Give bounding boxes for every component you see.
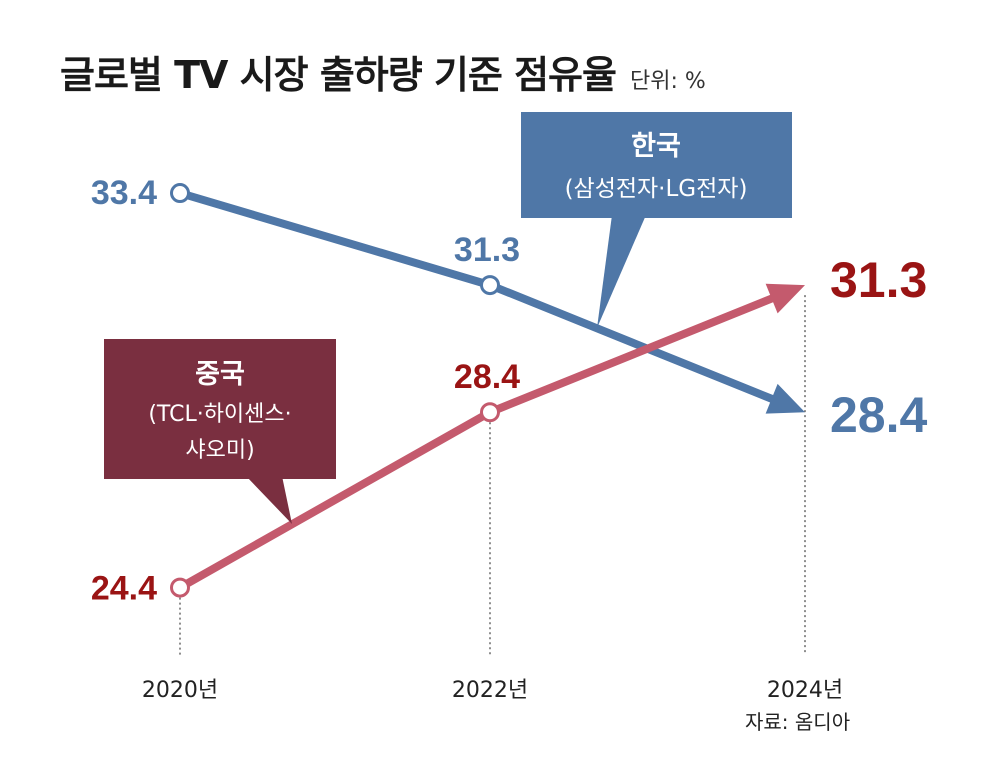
data-label-korea-2022: 31.3 xyxy=(454,231,520,269)
china-point-marker xyxy=(170,577,190,598)
korea-callout-pointer xyxy=(597,215,646,328)
china-legend-name: 중국 xyxy=(195,359,245,390)
source-note: 자료: 옴디아 xyxy=(745,710,851,734)
china-callout-pointer xyxy=(246,476,292,524)
data-label-china-2022: 28.4 xyxy=(454,358,520,396)
data-label-korea-2024: 28.4 xyxy=(830,387,928,443)
data-label-china-2024: 31.3 xyxy=(830,252,927,308)
unit-label: 단위: % xyxy=(629,69,706,94)
china-legend-members-line2: 샤오미) xyxy=(185,438,254,463)
x-tick-label: 2020년 xyxy=(142,678,218,703)
korea-legend-name: 한국 xyxy=(631,131,681,162)
x-tick-label: 2024년 xyxy=(767,678,843,703)
korea-callout-box xyxy=(521,112,792,218)
korea-point-marker xyxy=(170,183,190,204)
data-label-china-2020: 24.4 xyxy=(91,570,157,608)
data-label-korea-2020: 33.4 xyxy=(91,174,157,212)
chart-title-text: 글로벌 TV 시장 출하량 기준 점유율 xyxy=(60,53,617,97)
korea-legend-members: (삼성전자·LG전자) xyxy=(565,176,748,202)
china-point-marker xyxy=(480,402,500,423)
china-callout-box xyxy=(104,339,336,479)
x-tick-label: 2022년 xyxy=(452,678,528,703)
chart-title: 글로벌 TV 시장 출하량 기준 점유율 단위: % xyxy=(60,44,706,99)
korea-arrowhead xyxy=(765,383,805,414)
china-arrowhead xyxy=(765,283,805,314)
korea-point-marker xyxy=(480,275,500,296)
china-legend-members-line1: (TCL·하이센스· xyxy=(148,402,291,427)
